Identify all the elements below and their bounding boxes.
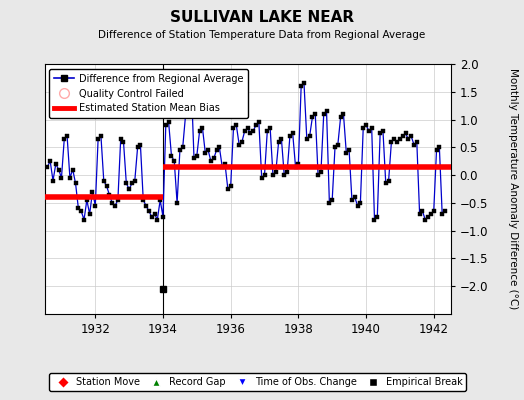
Legend: Difference from Regional Average, Quality Control Failed, Estimated Station Mean: Difference from Regional Average, Qualit… — [49, 69, 248, 118]
Legend: Station Move, Record Gap, Time of Obs. Change, Empirical Break: Station Move, Record Gap, Time of Obs. C… — [49, 373, 466, 391]
Text: Difference of Station Temperature Data from Regional Average: Difference of Station Temperature Data f… — [99, 30, 425, 40]
Text: SULLIVAN LAKE NEAR: SULLIVAN LAKE NEAR — [170, 10, 354, 25]
Y-axis label: Monthly Temperature Anomaly Difference (°C): Monthly Temperature Anomaly Difference (… — [508, 68, 518, 310]
Text: Berkeley Earth: Berkeley Earth — [381, 382, 453, 392]
